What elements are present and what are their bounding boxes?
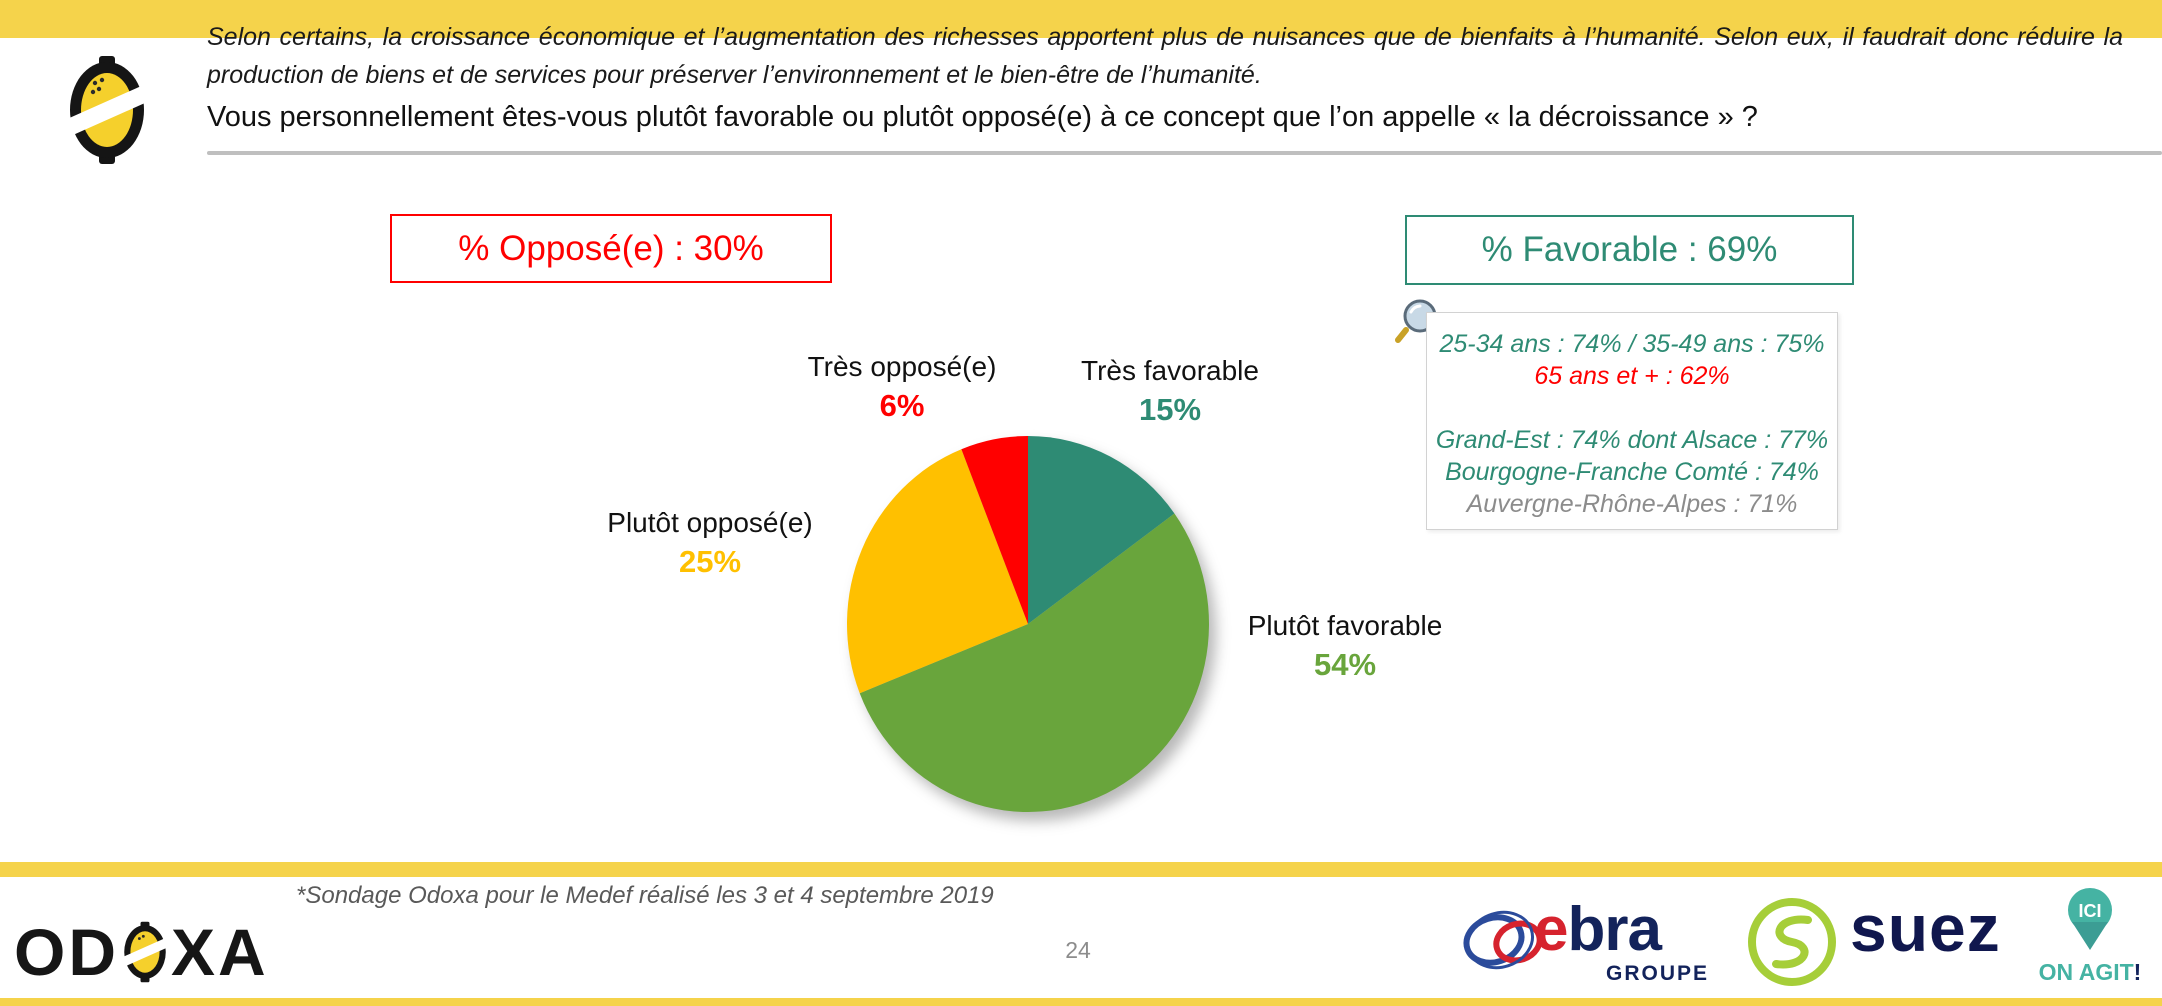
ebra-logo: ebra GROUPE [1460, 895, 1710, 1000]
top-brand-bar [0, 0, 2162, 38]
suez-logo: suez [1742, 891, 2012, 994]
favorable-summary-box: % Favorable : 69% [1405, 215, 1854, 285]
pie-label-tres-oppose: Très opposé(e) 6% [742, 351, 1062, 424]
pie-label-value: 54% [1313, 647, 1377, 682]
ebra-letter-e: e [1534, 895, 1568, 964]
on-agit-bang: ! [2133, 959, 2142, 985]
ebra-wordmark: ebra [1534, 894, 1662, 965]
odoxa-lemon-glyph [122, 921, 168, 983]
favorable-breakdown-box: 25-34 ans : 74% / 35-49 ans : 75% 65 ans… [1426, 312, 1838, 530]
pie-label-value: 25% [678, 544, 742, 579]
pie-chart [846, 436, 1210, 813]
pie-label-value: 15% [1138, 392, 1202, 427]
pie-label-name: Plutôt opposé(e) [607, 507, 813, 538]
opposed-summary-box: % Opposé(e) : 30% [390, 214, 832, 283]
odoxa-wordmark: OD XA [14, 914, 269, 990]
pie-label-value: 6% [879, 388, 925, 423]
ici-pin-text: ICI [2078, 901, 2101, 921]
ebra-swirl-icon [1463, 910, 1543, 970]
bottom-brand-bar [0, 998, 2162, 1006]
intro-line-2: production de biens et de services pour … [207, 61, 1262, 89]
pie-label-tres-favorable: Très favorable 15% [1010, 355, 1330, 428]
breakdown-line: Auvergne-Rhône-Alpes : 71% [1466, 490, 1798, 518]
pie-slice-tr-s-oppos-e- [961, 436, 1028, 624]
footer-brand-bar [0, 862, 2162, 877]
pie-label-plutot-oppose: Plutôt opposé(e) 25% [550, 507, 870, 580]
on-agit-text: ON AGIT [2038, 959, 2134, 985]
pie-label-name: Très favorable [1081, 355, 1259, 386]
breakdown-line: 25-34 ans : 74% / 35-49 ans : 75% [1439, 330, 1825, 358]
suez-swirl-icon [1748, 898, 1836, 986]
page-number: 24 [1065, 937, 1091, 963]
header-divider [207, 151, 2162, 155]
suez-wordmark: suez [1850, 891, 2001, 965]
on-agit-label: ON AGIT! [2022, 959, 2158, 986]
pie-slice-tr-s-favorable [1028, 436, 1175, 624]
ebra-letters-bra: bra [1567, 895, 1661, 964]
question-text: Vous personnellement êtes-vous plutôt fa… [207, 101, 1758, 133]
intro-text: Selon certains, la croissance économique… [207, 18, 2123, 94]
odoxa-wordmark-right: XA [171, 915, 269, 989]
odoxa-wordmark-left: OD [14, 915, 119, 989]
breakdown-line: Grand-Est : 74% dont Alsace : 77% [1435, 426, 1829, 454]
breakdown-line: 65 ans et + : 62% [1534, 362, 1730, 390]
ici-on-agit-logo: ICI ON AGIT! [2022, 886, 2158, 986]
pie-slice-plut-t-favorable [859, 513, 1210, 813]
pie-slice-plut-t-oppos-e- [846, 449, 1028, 694]
survey-footnote: *Sondage Odoxa pour le Medef réalisé les… [296, 882, 994, 909]
pie-label-name: Plutôt favorable [1247, 610, 1443, 641]
pie-label-name: Très opposé(e) [807, 351, 997, 382]
breakdown-line: Bourgogne-Franche Comté : 74% [1445, 458, 1819, 486]
pie-label-plutot-favorable: Plutôt favorable 54% [1185, 610, 1505, 683]
odoxa-lemon-logo [66, 56, 148, 164]
breakdown-line-spacer [1427, 392, 1837, 424]
intro-line-1: Selon certains, la croissance économique… [207, 23, 2123, 51]
ebra-groupe-label: GROUPE [1606, 962, 1710, 985]
map-pin-icon: ICI [2068, 888, 2112, 950]
